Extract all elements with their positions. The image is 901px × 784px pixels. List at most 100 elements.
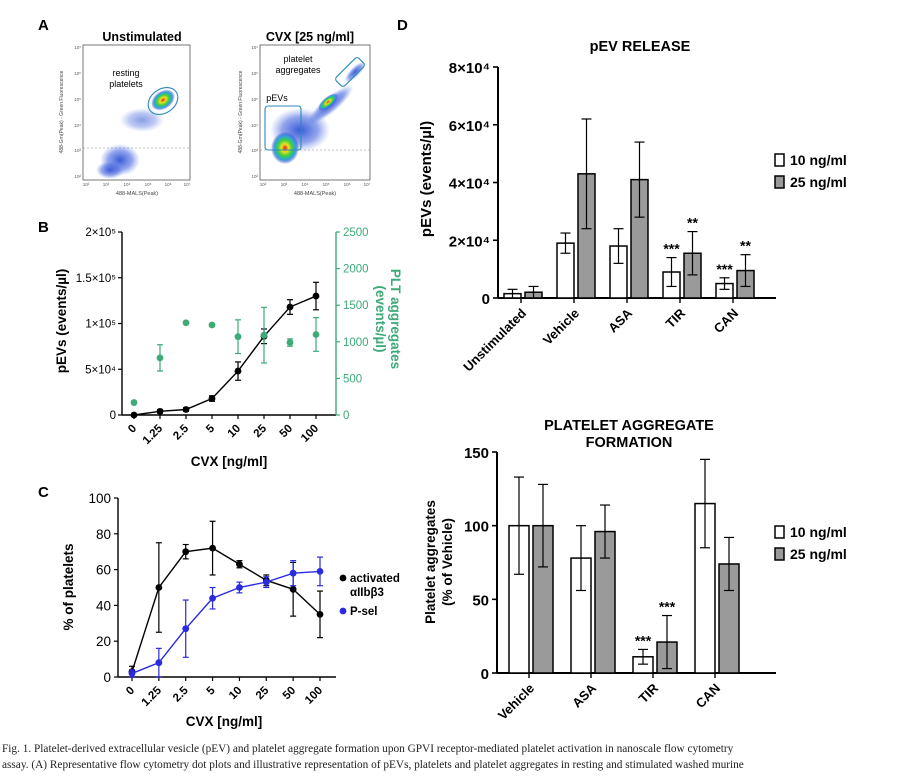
data-point (155, 659, 163, 667)
legend-label: 25 ng/ml (790, 546, 847, 562)
x-axis-label: 488-MALS(Peak) (116, 191, 158, 197)
y-tick-label: 80 (96, 527, 111, 542)
x-tick-label: 10⁴ (124, 182, 131, 187)
x-tick-label: ASA (569, 680, 599, 710)
x-tick-label: Unstimulated (460, 305, 529, 374)
data-point (236, 560, 243, 568)
x-tick-label: CAN (693, 681, 724, 712)
legend-marker (339, 574, 347, 582)
y-axis-title-right: (events/µl) (373, 285, 388, 352)
x-axis-label: 488-MALS(Peak) (294, 191, 336, 197)
x-tick-label: 10³ (281, 182, 288, 187)
legend-marker (339, 607, 347, 615)
gate-label: resting (112, 68, 139, 78)
x-tick-label: 10⁵ (323, 182, 330, 187)
x-tick-label: 50 (278, 423, 296, 441)
x-tick-label: Vehicle (495, 681, 537, 723)
x-tick-label: Vehicle (540, 306, 582, 348)
y-tick-label: 100 (464, 519, 489, 536)
series-line (131, 547, 321, 672)
data-point (234, 333, 242, 341)
y-tick-label: 0 (103, 670, 111, 685)
legend-swatch (774, 153, 785, 167)
y-tick-label-right: 0 (343, 410, 349, 422)
series-line (133, 295, 317, 416)
y-axis-title: pEVs (events/µl) (418, 121, 435, 237)
significance-label: *** (663, 241, 680, 257)
panel-letter-a: A (38, 17, 49, 34)
significance-label: *** (659, 599, 676, 615)
x-tick-label: 25 (254, 684, 272, 702)
y-tick-label: 10³ (74, 148, 81, 153)
legend-label: 25 ng/ml (790, 174, 847, 190)
x-tick-label: 0 (126, 423, 139, 436)
significance-label: *** (635, 632, 652, 648)
chart-pev-aggregates-line: 05×10⁴1×10⁵1.5×10⁵2×10⁵05001000150020002… (54, 227, 403, 469)
y-tick-label: 20 (96, 634, 111, 649)
y-tick-label: 10⁷ (251, 45, 258, 50)
x-tick-label: 10⁵ (145, 182, 152, 187)
gate-label: pEVs (266, 93, 288, 103)
y-tick-label: 60 (96, 563, 111, 578)
data-point (316, 610, 324, 618)
data-point (286, 339, 294, 346)
y-tick-label: 10⁶ (74, 71, 81, 76)
legend-label: αIIbβ3 (350, 587, 384, 599)
legend-label: P-sel (350, 606, 378, 618)
y-tick-label: 6×10⁴ (449, 118, 490, 135)
panel-letter-d: D (397, 17, 408, 34)
x-tick-label: CAN (711, 306, 742, 337)
x-tick-label: 10⁶ (165, 182, 172, 187)
y-tick-label: 0 (110, 410, 116, 422)
y-tick-label: 8×10⁴ (449, 60, 490, 77)
data-point (312, 292, 320, 300)
y-axis-title: % of platelets (61, 543, 76, 630)
y-tick-label: 1×10⁵ (85, 319, 116, 331)
data-point (155, 584, 163, 591)
y-tick-label: 100 (88, 491, 111, 506)
chart-title: FORMATION (586, 435, 673, 451)
data-point (156, 407, 164, 415)
series-line (131, 570, 321, 675)
significance-label: *** (716, 261, 733, 277)
y-tick-label: 2×10⁵ (85, 227, 116, 239)
y-tick-label: 150 (464, 445, 489, 462)
x-tick-label: 10⁷ (364, 182, 371, 187)
data-point (182, 319, 190, 327)
x-tick-label: 10 (226, 423, 244, 441)
figure-caption: Fig. 1. Platelet-derived extracellular v… (2, 742, 899, 773)
panel-letter-b: B (38, 219, 49, 236)
chart-title: pEV RELEASE (590, 39, 691, 55)
x-tick-label: 10³ (103, 182, 110, 187)
y-tick-label-right: 1000 (343, 337, 369, 349)
y-tick-label: 10⁷ (74, 45, 81, 50)
caption-line: Fig. 1. Platelet-derived extracellular v… (2, 743, 734, 755)
x-tick-label: TIR (636, 680, 662, 706)
y-axis-title-right: PLT aggregates (388, 269, 403, 369)
y-axis-title: pEVs (events/µl) (54, 269, 69, 374)
legend-swatch (774, 525, 785, 539)
significance-label: ** (687, 215, 698, 231)
y-tick-label: 2×10⁴ (449, 233, 490, 250)
x-tick-label: 0 (124, 685, 137, 698)
data-point (209, 594, 216, 602)
dot-plot-title: CVX [25 ng/ml] (266, 30, 354, 44)
caption-line: assay. (A) Representative flow cytometry… (2, 758, 744, 771)
chart-pev-release-bar: 0 2×10⁴ 4×10⁴ 6×10⁴ 8×10⁴ Unstimulated Vehicle… (418, 39, 847, 374)
y-axis-label: 488-Grn(Peak) - Green Fluorescence (238, 70, 244, 153)
x-axis-title: CVX [ng/ml] (191, 454, 268, 469)
y-tick-label: 10⁶ (251, 71, 258, 76)
gate-label: platelets (109, 79, 143, 89)
x-tick-label: 50 (281, 685, 299, 703)
x-tick-label: 100 (303, 685, 325, 707)
data-point (312, 331, 320, 338)
data-point (209, 544, 216, 552)
data-point (182, 406, 190, 413)
y-tick-label-right: 500 (343, 373, 362, 385)
chart-title: PLATELET AGGREGATE (544, 418, 714, 434)
data-point (260, 331, 268, 339)
y-tick-label: 50 (472, 592, 489, 609)
y-tick-label: 40 (96, 598, 111, 613)
data-point (208, 321, 216, 329)
